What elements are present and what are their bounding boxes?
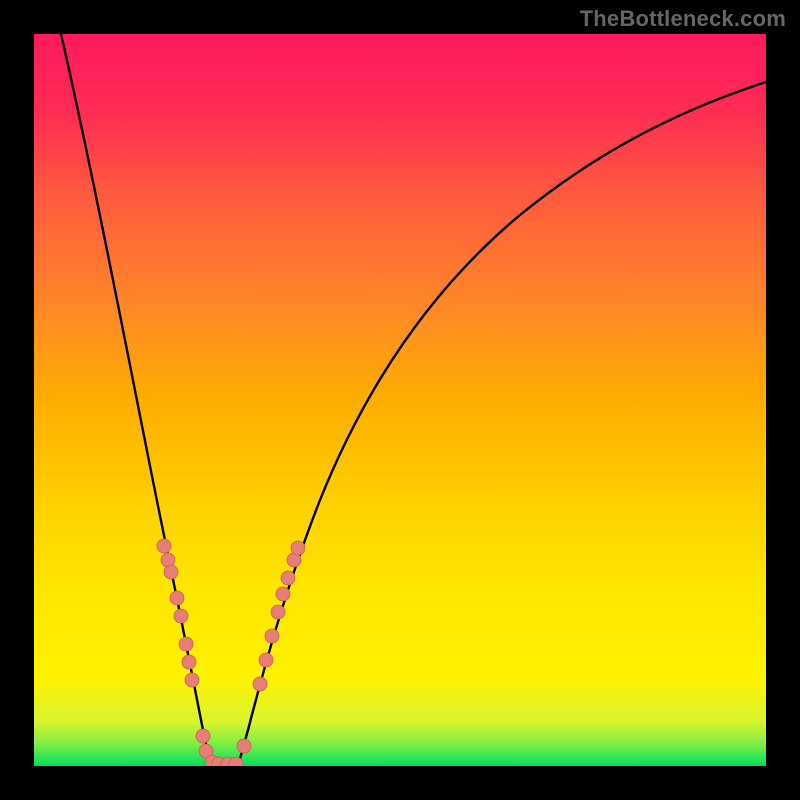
marker-point bbox=[253, 677, 267, 691]
marker-point bbox=[259, 653, 273, 667]
curve-layer bbox=[0, 0, 800, 800]
marker-point bbox=[164, 565, 178, 579]
marker-point bbox=[237, 739, 251, 753]
marker-point bbox=[185, 673, 199, 687]
marker-point bbox=[276, 587, 290, 601]
marker-point bbox=[157, 539, 171, 553]
marker-point bbox=[281, 571, 295, 585]
marker-point bbox=[291, 541, 305, 555]
watermark-text: TheBottleneck.com bbox=[580, 6, 786, 32]
marker-point bbox=[179, 637, 193, 651]
curve-right_branch bbox=[238, 82, 766, 766]
marker-point bbox=[170, 591, 184, 605]
chart-frame: TheBottleneck.com bbox=[0, 0, 800, 800]
marker-point bbox=[196, 729, 210, 743]
marker-point bbox=[229, 757, 243, 771]
marker-point bbox=[174, 609, 188, 623]
marker-point bbox=[182, 655, 196, 669]
marker-point bbox=[271, 605, 285, 619]
marker-point bbox=[265, 629, 279, 643]
